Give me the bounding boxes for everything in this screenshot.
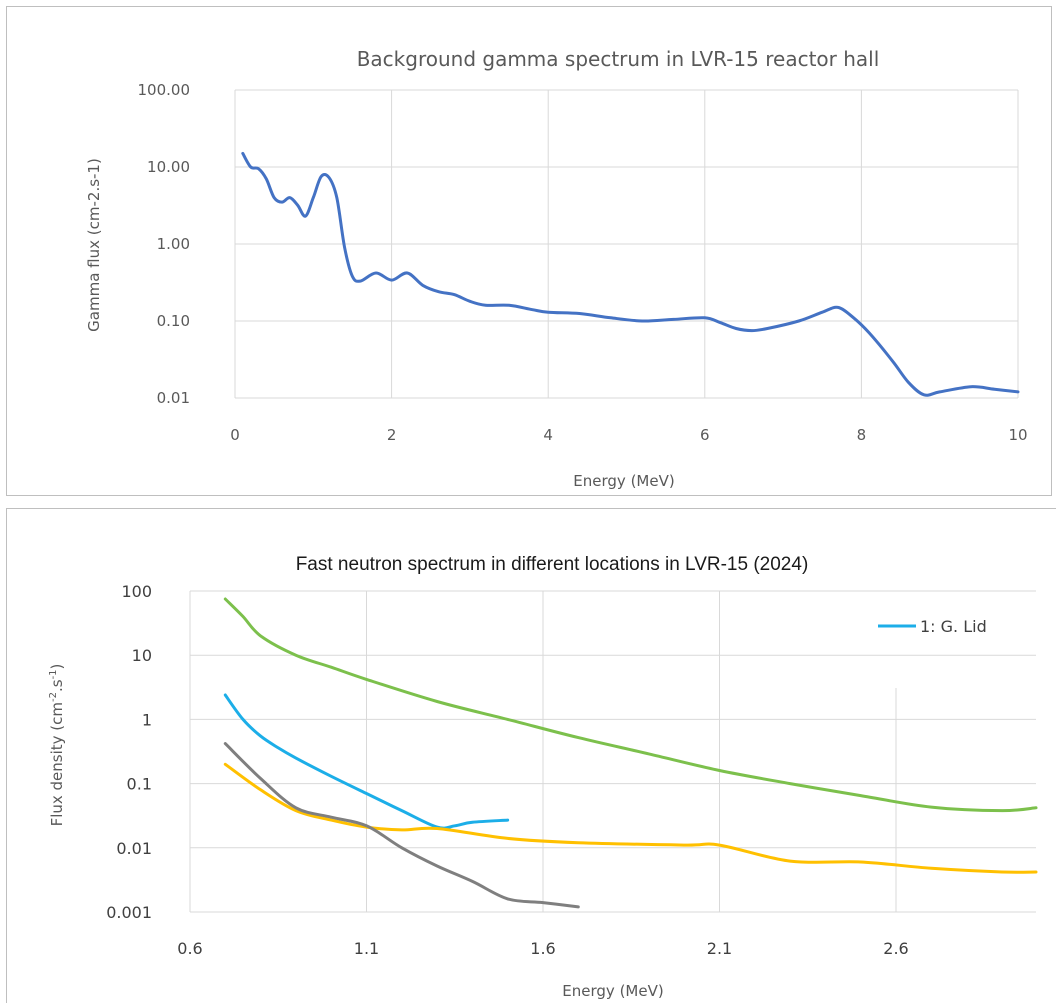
neutron-chart-panel: [6, 508, 1056, 1003]
gamma-chart-panel: [6, 6, 1052, 496]
